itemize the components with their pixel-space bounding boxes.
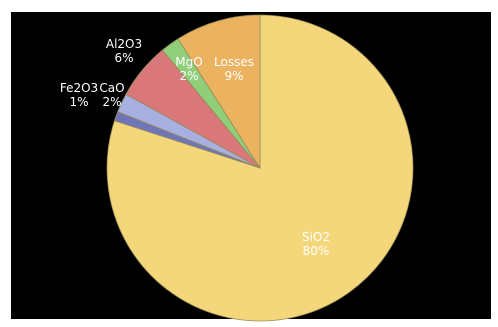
slice-value-fe2o3: 1% [69,95,88,109]
slice-label-cao: CaO [99,81,124,95]
slice-value-sio2: 80% [303,244,330,258]
slice-label-fe2o3: Fe2O3 [60,81,98,95]
slice-value-losses: 9% [224,69,243,83]
slice-label-losses: Losses [214,55,254,69]
slice-value-cao: 2% [102,95,121,109]
slice-value-mgo: 2% [179,69,198,83]
slice-value-al2o3: 6% [114,51,133,65]
slice-label-mgo: MgO [175,55,202,69]
slice-label-al2o3: Al2O3 [106,37,142,51]
pie-slice-losses [177,14,261,170]
slice-label-sio2: SiO2 [302,230,330,244]
